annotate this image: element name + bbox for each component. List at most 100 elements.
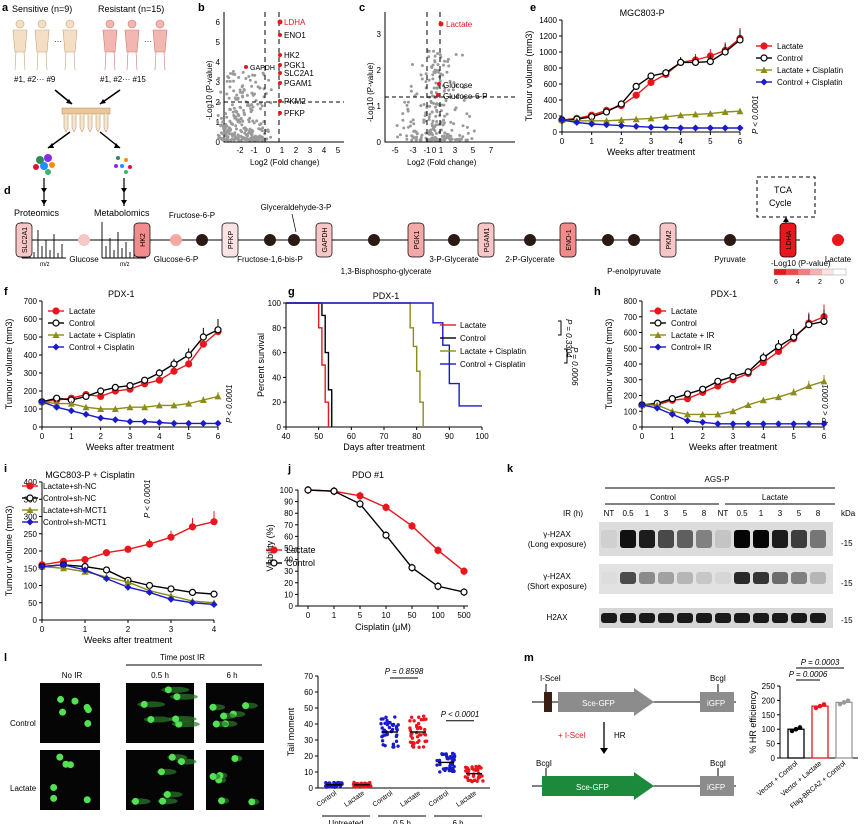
y-axis-label: Tumour volume (mm3)	[524, 31, 534, 122]
protein-point	[224, 132, 228, 136]
metabolite-point	[440, 134, 444, 138]
metabolite-point	[452, 122, 456, 126]
bar-point	[789, 728, 795, 734]
y-tick-label: 50	[766, 740, 775, 749]
y-tick-label: 300	[24, 513, 38, 522]
metabolite-point	[427, 132, 431, 136]
x-tick-label: 0	[40, 625, 45, 634]
protein-point	[243, 113, 247, 117]
y-axis-label: Viability (%)	[265, 524, 275, 571]
metabolite-point	[437, 70, 441, 74]
protein-point	[227, 76, 231, 80]
enzyme-box	[15, 222, 33, 258]
gene-point	[278, 33, 282, 37]
p-value: P = 0.8598	[385, 667, 424, 676]
data-point	[103, 575, 110, 583]
protein-point	[231, 110, 235, 114]
scale-tick: 0	[840, 279, 844, 286]
protein-point	[221, 120, 225, 124]
tail-moment-point	[471, 774, 476, 778]
metabolite-point	[447, 64, 451, 68]
gfp-arrow	[542, 772, 654, 800]
panel-m: m I-SceI BcgI Sce-GFP iGFP + I-SceI HR B…	[516, 646, 865, 819]
p-value: P < 0.0001	[225, 384, 234, 423]
panel-h-label: h	[594, 286, 601, 298]
mass-spectrum-icon	[21, 222, 146, 259]
protein-point	[225, 115, 229, 119]
metabolite-point	[461, 124, 465, 128]
legend-marker	[26, 518, 34, 526]
legend: Lactate+sh-NC Control+sh-NC Lactate+sh-MCT…	[22, 482, 107, 527]
protein-point	[256, 102, 260, 106]
data-point	[744, 368, 752, 376]
data-point	[67, 407, 75, 415]
metabolite-point	[411, 62, 415, 66]
protein-point	[250, 103, 254, 107]
p-value: P < 0.0001	[751, 95, 760, 134]
protein-point	[248, 128, 252, 132]
x-tick-label: 4	[678, 137, 683, 146]
y-tick-label: 30	[304, 736, 313, 745]
y-tick-label: 20	[272, 398, 281, 407]
metabolite-point	[410, 138, 414, 142]
blot-title: AGS-P	[705, 475, 730, 484]
protein-point	[251, 129, 255, 133]
band	[601, 572, 617, 584]
metabolite-point	[443, 114, 447, 118]
y-tick-label: 400	[624, 360, 638, 369]
bcgl-label: BcgI	[536, 759, 552, 768]
scale-title: -Log10 (P-value)	[771, 259, 831, 268]
metabolite-point	[442, 89, 446, 93]
protein-point	[230, 103, 234, 107]
protein-point	[217, 134, 221, 138]
data-point	[677, 58, 685, 67]
y-tick-label: 200	[624, 392, 638, 401]
data-point	[102, 566, 111, 574]
metabolite-label: Glucose-6-P	[154, 255, 198, 264]
metabolite-point	[398, 133, 402, 137]
metabolite-point	[427, 55, 431, 59]
metabolite-point	[403, 100, 407, 104]
data-point	[617, 122, 625, 130]
band	[810, 572, 826, 584]
gene-label: SLC2A1	[284, 69, 314, 78]
protein-point	[219, 90, 223, 94]
data-point	[699, 410, 707, 418]
protein-point	[225, 135, 229, 139]
protein-point	[261, 71, 265, 75]
metabolite-point	[413, 129, 417, 133]
y-tick-label: 0	[377, 138, 382, 147]
data-point	[81, 556, 89, 564]
comet-head	[177, 758, 185, 766]
protein-point	[219, 116, 223, 120]
protein-point	[240, 123, 244, 127]
tail-moment-point	[390, 727, 395, 732]
band	[753, 530, 769, 548]
data-point	[199, 340, 207, 348]
protein-point	[228, 138, 232, 142]
data-point	[82, 403, 90, 411]
y-tick-label: 250	[762, 682, 776, 691]
metabolite-label: Glucose	[69, 255, 99, 264]
plus-isce: + I-SceI	[558, 731, 586, 740]
y-tick-label: 10	[284, 590, 293, 599]
metabolite-point	[436, 51, 440, 55]
data-point	[736, 36, 744, 44]
tail-moment-point	[408, 726, 412, 730]
metabolite-point	[462, 86, 466, 90]
band	[791, 613, 807, 623]
panel-j: j 0 10 20 30 40 50 60 70 80 90 100 0 1 5 10 50 100 500 Cis…	[258, 460, 498, 640]
chart-h: 0 100 200 300 400 500 600 700 800 0 1 2 3 4 5 6 Weeks af…	[604, 289, 830, 452]
chart-f: 0 100 200 300 400 500 600 700 0 1 2 3 4 5 6 Weeks after…	[4, 289, 234, 452]
x-tick-label: 5	[708, 137, 713, 146]
data-point	[588, 120, 596, 128]
mw-15: -15	[841, 616, 853, 625]
band	[677, 572, 693, 584]
metabolite-point	[450, 137, 454, 141]
y-tick-label: 400	[24, 351, 38, 360]
metabolite-label: 1,3-Bisphospho-glycerate	[341, 267, 432, 276]
scale-swatch	[822, 269, 834, 275]
y-tick-label: 600	[624, 329, 638, 338]
band	[810, 613, 826, 623]
bar-point	[837, 701, 843, 707]
